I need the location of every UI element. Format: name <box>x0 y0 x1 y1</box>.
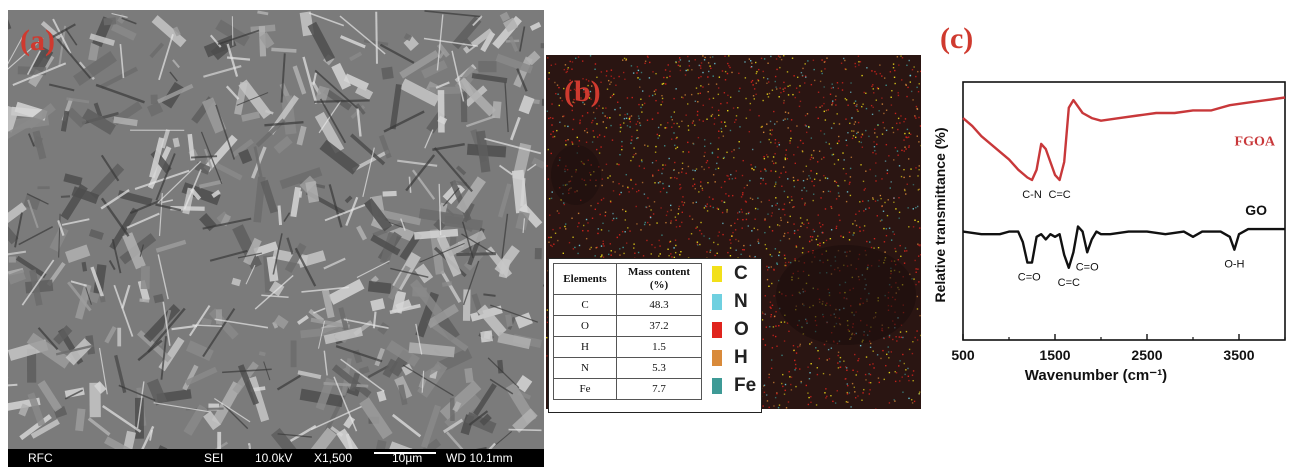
element-mass: 7.7 <box>616 378 702 400</box>
legend-item-o: O <box>710 318 758 342</box>
element-mass: 1.5 <box>616 336 702 358</box>
table-row: H 1.5 <box>553 336 702 358</box>
series-line-fgoa <box>962 96 1286 182</box>
ftir-chart: (c) 500 1500 2500 3500 Wavenumber (cm⁻¹) Rela… <box>925 0 1293 467</box>
legend-label: O <box>734 319 749 340</box>
peak-annotation: C=O <box>1018 272 1041 284</box>
legend-item-n: N <box>710 290 758 314</box>
legend-swatch <box>712 378 722 394</box>
sem-magnification: X1,500 <box>314 451 353 465</box>
y-axis-label: Relative transmittance (%) <box>932 127 948 302</box>
legend-item-h: H <box>710 346 758 370</box>
element-symbol: N <box>553 357 617 379</box>
legend-label: H <box>734 347 748 368</box>
sem-detector: SEI <box>204 451 224 465</box>
legend-label: Fe <box>734 375 757 396</box>
legend-swatch <box>712 294 722 310</box>
peak-annotation: C-N <box>1022 189 1042 201</box>
panel-label-b: (b) <box>564 75 601 108</box>
element-symbol: Fe <box>553 378 617 400</box>
peak-annotation: O-H <box>1224 259 1244 271</box>
x-axis-label: Wavenumber (cm⁻¹) <box>1025 367 1167 384</box>
table-header-mass: Mass content (%) <box>616 263 702 295</box>
table-row: N 5.3 <box>553 357 702 379</box>
legend-swatch <box>712 322 722 338</box>
sem-working-distance: WD 10.1mm <box>446 451 513 465</box>
x-tick-label: 2500 <box>1131 347 1162 363</box>
x-tick-label: 1500 <box>1039 347 1070 363</box>
legend-item-c: C <box>710 262 758 286</box>
panel-label-c: (c) <box>940 22 974 55</box>
element-mass: 48.3 <box>616 294 702 316</box>
element-symbol: H <box>553 336 617 358</box>
legend-label: C <box>734 263 748 284</box>
legend-swatch <box>712 266 722 282</box>
table-header-elements: Elements <box>553 263 617 295</box>
peak-annotation: C=O <box>1076 261 1099 273</box>
sem-scale-label: 10µm <box>392 451 423 465</box>
ftir-plot: 500 1500 2500 3500 Wavenumber (cm⁻¹) Relative… <box>932 81 1286 384</box>
sem-info-bar: RFC SEI 10.0kV X1,500 10µm WD 10.1mm <box>8 449 544 467</box>
eds-dot-map <box>546 55 921 409</box>
x-tick-label: 3500 <box>1223 347 1254 363</box>
sem-scale-bar <box>374 452 436 454</box>
x-tick-label: 500 <box>951 347 975 363</box>
element-mass: 37.2 <box>616 315 702 337</box>
element-symbol: C <box>553 294 617 316</box>
legend-swatch <box>712 350 722 366</box>
plot-frame <box>962 81 1286 341</box>
element-mass: 5.3 <box>616 357 702 379</box>
peak-annotation: C=C <box>1058 277 1080 289</box>
legend-label: N <box>734 291 748 312</box>
series-name-fgoa: FGOA <box>1235 134 1276 149</box>
peak-annotation: C=C <box>1048 189 1070 201</box>
table-row: C 48.3 <box>553 294 702 316</box>
table-row: O 37.2 <box>553 315 702 337</box>
sem-mode: RFC <box>28 451 53 465</box>
sem-voltage: 10.0kV <box>255 451 293 465</box>
sem-micrograph: (a) RFC SEI 10.0kV X1,500 10µm WD 10.1mm <box>8 10 544 467</box>
series-name-go: GO <box>1245 202 1267 218</box>
table-row: Fe 7.7 <box>553 378 702 400</box>
series-line-go <box>962 225 1285 269</box>
element-table: Elements Mass content (%) C 48.3 O 37.2 H 1.5… <box>553 263 702 400</box>
panel-label-a: (a) <box>20 24 55 57</box>
eds-table-box: Elements Mass content (%) C 48.3 O 37.2 H 1.5… <box>548 258 762 413</box>
element-symbol: O <box>553 315 617 337</box>
legend-item-fe: Fe <box>710 374 758 398</box>
sem-texture <box>8 10 544 467</box>
